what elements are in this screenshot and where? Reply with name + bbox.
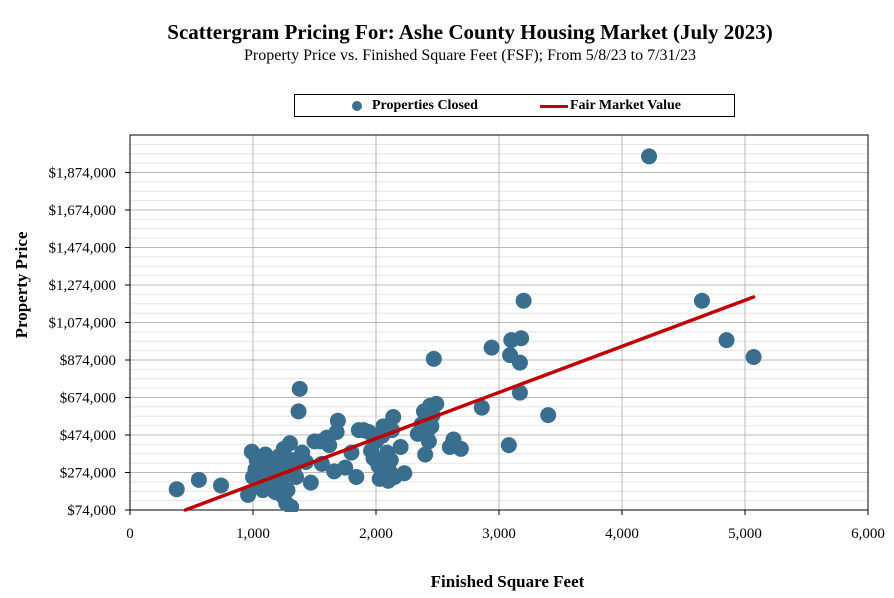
data-point: [385, 409, 402, 425]
data-point: [337, 459, 354, 476]
data-point: [321, 437, 338, 454]
y-axis-title: Property Price: [12, 231, 31, 339]
x-tick-label: 0: [126, 526, 134, 542]
data-point: [511, 354, 528, 371]
data-point: [641, 148, 658, 165]
legend-label-fair-market-value: Fair Market Value: [570, 98, 681, 113]
data-point: [718, 332, 735, 349]
x-axis-title: Finished Square Feet: [430, 572, 585, 591]
data-point: [540, 407, 557, 424]
data-point: [452, 440, 469, 457]
data-point: [382, 452, 399, 469]
x-tick-label: 4,000: [605, 526, 639, 542]
data-point: [425, 350, 442, 367]
data-point: [500, 437, 517, 454]
x-tick-label: 1,000: [236, 526, 270, 542]
chart-subtitle: Property Price vs. Finished Square Feet …: [244, 47, 696, 64]
x-tick-label: 2,000: [359, 526, 393, 542]
data-point: [515, 292, 532, 309]
data-point: [420, 433, 437, 450]
data-point: [513, 330, 530, 347]
x-tick-label: 5,000: [728, 526, 762, 542]
chart-title: Scattergram Pricing For: Ashe County Hou…: [167, 20, 773, 44]
data-point: [288, 469, 305, 485]
legend-label-properties-closed: Properties Closed: [372, 98, 478, 113]
data-point: [693, 292, 710, 309]
data-point: [329, 412, 346, 429]
x-tick-label: 3,000: [482, 526, 516, 542]
data-point: [190, 471, 207, 488]
data-point: [745, 349, 762, 365]
data-point: [348, 469, 365, 485]
chart-legend: Properties Closed Fair Market Value: [294, 94, 735, 117]
plot-area-border: [129, 134, 869, 511]
legend-item-fair-market-value: Fair Market Value: [540, 98, 681, 114]
data-point: [240, 486, 257, 503]
data-point: [279, 482, 296, 499]
data-point: [283, 499, 300, 512]
data-point: [213, 477, 230, 494]
y-tick-label: $274,000: [60, 466, 116, 482]
legend-item-properties-closed: Properties Closed: [352, 98, 478, 114]
data-point: [302, 474, 319, 491]
legend-marker-dot: [352, 101, 362, 111]
data-point: [473, 399, 490, 416]
y-tick-label: $74,000: [67, 503, 116, 519]
y-tick-label: $1,474,000: [49, 241, 117, 257]
data-point: [417, 446, 434, 463]
x-tick-label: 6,000: [851, 526, 885, 542]
legend-marker-line: [540, 104, 568, 108]
y-tick-label: $474,000: [60, 428, 116, 444]
data-point: [428, 395, 445, 412]
y-tick-label: $1,274,000: [49, 278, 117, 294]
y-tick-label: $874,000: [60, 353, 116, 369]
data-point: [290, 403, 307, 420]
data-point: [392, 439, 409, 455]
y-tick-label: $1,674,000: [49, 203, 117, 219]
data-point: [291, 380, 308, 397]
data-point: [511, 384, 528, 401]
y-tick-label: $674,000: [60, 391, 116, 407]
y-tick-label: $1,074,000: [49, 316, 117, 332]
data-point: [483, 339, 500, 356]
fair-market-value-line: [183, 295, 756, 512]
y-tick-label: $1,874,000: [49, 166, 117, 182]
data-point: [281, 435, 298, 452]
data-point: [396, 465, 413, 482]
data-point: [168, 481, 185, 498]
